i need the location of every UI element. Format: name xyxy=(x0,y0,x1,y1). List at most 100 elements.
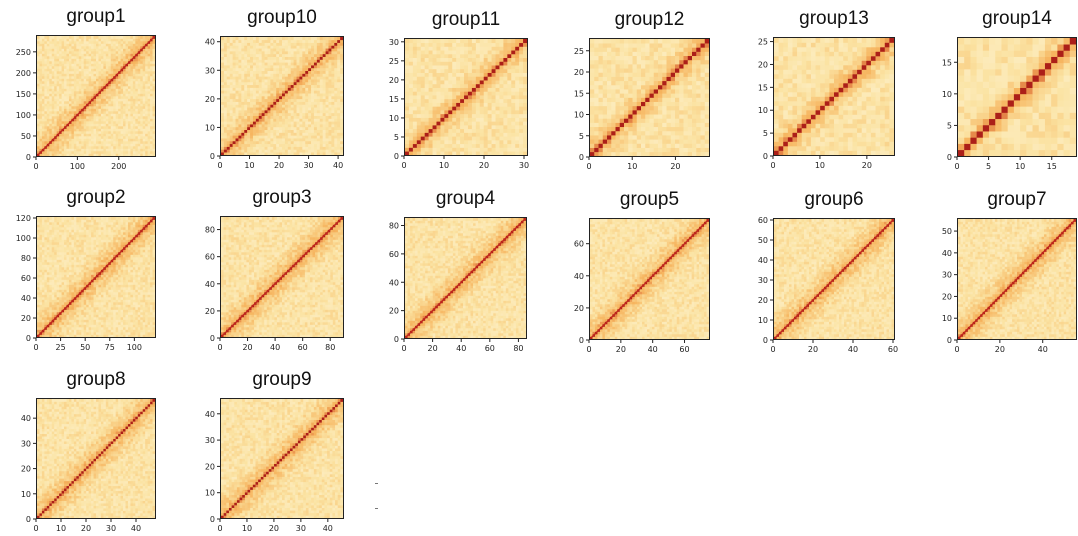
heatmap-cell xyxy=(464,140,469,145)
heatmap-cell xyxy=(147,101,151,104)
heatmap-cell xyxy=(41,96,45,99)
heatmap-cell xyxy=(39,133,43,137)
heatmap-cell xyxy=(54,48,57,52)
heatmap-cell xyxy=(293,135,297,139)
heatmap-cell xyxy=(279,118,283,122)
heatmap-cell xyxy=(241,104,245,108)
heatmap-cell xyxy=(448,80,453,85)
heatmap-cell xyxy=(337,76,341,80)
heatmap-cell xyxy=(270,149,274,153)
heatmap-cell xyxy=(83,146,87,149)
heatmap-cell xyxy=(261,59,265,63)
heatmap-cell xyxy=(229,118,233,122)
heatmap-cell xyxy=(59,58,62,62)
heatmap-cell xyxy=(76,78,80,82)
heatmap-cell xyxy=(56,153,60,156)
heatmap-cell xyxy=(261,98,265,102)
heatmap-cell xyxy=(64,68,67,72)
heatmap-cell xyxy=(261,104,265,108)
heatmap-cell xyxy=(88,126,92,129)
heatmap-cell xyxy=(41,86,45,89)
heatmap-cell xyxy=(86,138,89,142)
heatmap-cell xyxy=(503,65,508,70)
heatmap-cell xyxy=(282,129,286,133)
heatmap-cell xyxy=(495,83,500,88)
heatmap-cell xyxy=(328,118,332,122)
heatmap-cell xyxy=(331,149,335,153)
heatmap-cell xyxy=(464,61,469,66)
heatmap-cell xyxy=(232,149,236,153)
heatmap-cell xyxy=(328,124,332,128)
heatmap-cell xyxy=(316,81,321,86)
heatmap-cell xyxy=(432,87,437,92)
heatmap-cell xyxy=(290,126,294,131)
heatmap-cell xyxy=(135,151,139,154)
heatmap-cell xyxy=(405,128,410,133)
heatmap-cell xyxy=(127,83,131,87)
heatmap-cell xyxy=(319,124,323,128)
heatmap-cell xyxy=(83,81,87,84)
heatmap-cell xyxy=(105,43,109,47)
heatmap-cell xyxy=(247,42,251,46)
heatmap-cell xyxy=(96,118,99,122)
heatmap-cell xyxy=(316,62,321,66)
heatmap-cell xyxy=(467,83,473,88)
heatmap-cell xyxy=(39,91,43,94)
heatmap-cell xyxy=(46,48,50,52)
heatmap-cell xyxy=(244,112,248,116)
heatmap-cell xyxy=(467,132,473,137)
heatmap-cell xyxy=(49,41,53,44)
heatmap-cell xyxy=(226,143,231,147)
heatmap-cell xyxy=(258,59,262,63)
heatmap-cell xyxy=(308,70,312,74)
heatmap-cell xyxy=(118,106,121,109)
heatmap-cell xyxy=(284,59,289,63)
heatmap-cell xyxy=(420,46,425,51)
heatmap-cell xyxy=(125,73,129,77)
heatmap-cell xyxy=(316,59,321,63)
heatmap-cell xyxy=(420,113,425,118)
heatmap-cell xyxy=(98,36,102,39)
heatmap-cell xyxy=(440,65,445,70)
heatmap-cell xyxy=(51,48,55,52)
heatmap-cell xyxy=(331,76,335,80)
heatmap-cell xyxy=(61,68,65,72)
heatmap-cell xyxy=(71,63,75,67)
heatmap-cell xyxy=(479,57,485,62)
heatmap-cell xyxy=(491,117,496,122)
heatmap-cell xyxy=(252,143,257,147)
heatmap-cell xyxy=(61,148,65,152)
heatmap-cell xyxy=(81,53,85,57)
heatmap-cell xyxy=(108,153,112,156)
heatmap-cell xyxy=(264,62,268,66)
heatmap-cell xyxy=(244,107,248,111)
heatmap-cell xyxy=(49,81,53,84)
heatmap-cell xyxy=(44,138,48,142)
heatmap-cell xyxy=(86,76,89,79)
heatmap-cell xyxy=(331,67,335,72)
heatmap-cell xyxy=(64,113,67,117)
heatmap-cell xyxy=(523,151,527,155)
heatmap-cell xyxy=(319,79,323,83)
heatmap-cell xyxy=(125,58,129,62)
heatmap-cell xyxy=(250,37,254,41)
heatmap-cell xyxy=(290,84,294,88)
heatmap-cell xyxy=(515,50,520,55)
heatmap-cell xyxy=(479,76,485,81)
heatmap-cell xyxy=(408,147,414,152)
heatmap-cell xyxy=(71,143,75,147)
heatmap-cell xyxy=(340,70,343,74)
heatmap-cell xyxy=(88,51,92,54)
heatmap-cell xyxy=(88,63,92,67)
heatmap-cell xyxy=(83,96,87,99)
heatmap-cell xyxy=(125,61,129,64)
heatmap-cell xyxy=(412,87,418,92)
heatmap-cell xyxy=(98,116,102,119)
heatmap-cell xyxy=(328,84,332,88)
heatmap-cell xyxy=(81,116,85,119)
heatmap-cell xyxy=(147,146,151,149)
heatmap-cell xyxy=(261,70,265,74)
heatmap-cell xyxy=(299,135,303,139)
heatmap-cell xyxy=(147,38,151,42)
